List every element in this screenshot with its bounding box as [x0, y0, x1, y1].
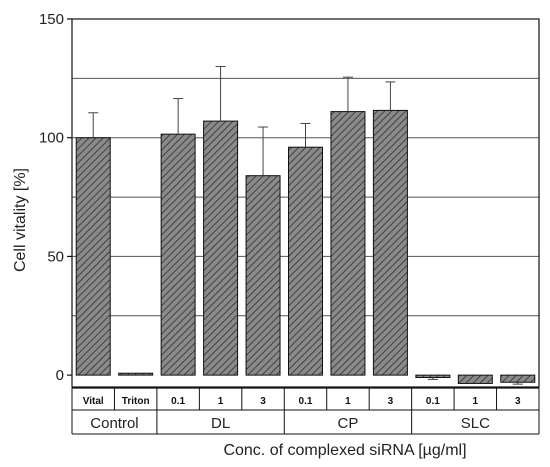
- x-category-label: 0.1: [426, 396, 440, 407]
- bar-5: [245, 175, 281, 376]
- bar-8: [372, 109, 408, 376]
- bar-1: [75, 137, 111, 376]
- x-category-label: 0.1: [299, 396, 313, 407]
- bar-4: [203, 120, 239, 376]
- y-tick-label: 100: [39, 130, 64, 147]
- x-group-label: CP: [338, 415, 359, 432]
- bar-3: [160, 133, 196, 376]
- y-tick-label: 50: [47, 248, 64, 265]
- x-group-label: Control: [90, 415, 138, 432]
- x-axis-title: Conc. of complexed siRNA [µg/ml]: [223, 442, 466, 459]
- x-category-label: 1: [473, 396, 479, 407]
- x-category-label: Vital: [83, 396, 104, 407]
- x-group-label: SLC: [461, 415, 490, 432]
- bar-11: [500, 374, 536, 383]
- bar-2: [118, 372, 154, 376]
- x-category-label: 3: [388, 396, 394, 407]
- bar-9: [415, 374, 451, 379]
- x-category-label: 1: [345, 396, 351, 407]
- y-tick-label: 0: [56, 367, 64, 384]
- bar-7: [330, 111, 366, 376]
- x-category-label: 0.1: [171, 396, 185, 407]
- category-table: Vital Triton 0.1 1 3 0.1 1 3 0.1 1 3 Control DL CP SLC: [71, 387, 540, 435]
- axes: 0 50 100 150: [39, 11, 540, 388]
- bar-6: [288, 146, 323, 376]
- y-tick-label: 150: [39, 11, 64, 28]
- bar-10: [457, 374, 493, 384]
- x-category-label: 3: [515, 396, 521, 407]
- plot-frame: [71, 18, 540, 388]
- bars: [75, 65, 536, 385]
- x-category-label: Triton: [122, 396, 150, 407]
- x-category-label: 1: [218, 396, 224, 407]
- x-group-label: DL: [211, 415, 230, 432]
- y-axis-title: Cell vitality [%]: [12, 168, 29, 272]
- x-category-label: 3: [260, 396, 266, 407]
